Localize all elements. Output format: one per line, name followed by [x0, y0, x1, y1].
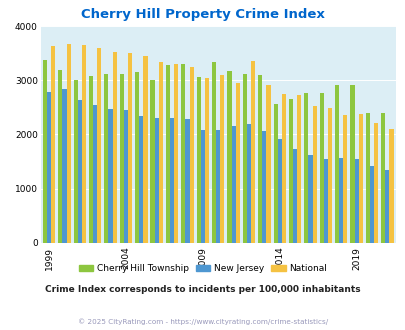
- Bar: [384, 170, 388, 243]
- Bar: [185, 119, 189, 243]
- Bar: [196, 77, 200, 243]
- Bar: [358, 114, 362, 243]
- Bar: [112, 52, 117, 243]
- Bar: [215, 130, 220, 243]
- Bar: [166, 65, 170, 243]
- Bar: [235, 82, 239, 243]
- Bar: [154, 118, 158, 243]
- Bar: [250, 61, 255, 243]
- Bar: [231, 126, 235, 243]
- Bar: [200, 130, 205, 243]
- Bar: [139, 115, 143, 243]
- Bar: [205, 78, 209, 243]
- Bar: [380, 114, 384, 243]
- Bar: [288, 99, 292, 243]
- Bar: [242, 75, 246, 243]
- Bar: [246, 124, 250, 243]
- Bar: [312, 106, 316, 243]
- Bar: [93, 105, 97, 243]
- Bar: [319, 93, 323, 243]
- Bar: [258, 75, 262, 243]
- Bar: [158, 62, 162, 243]
- Bar: [262, 131, 266, 243]
- Bar: [343, 115, 347, 243]
- Bar: [104, 75, 108, 243]
- Bar: [51, 47, 55, 243]
- Bar: [97, 48, 101, 243]
- Bar: [135, 72, 139, 243]
- Bar: [82, 45, 86, 243]
- Bar: [350, 85, 354, 243]
- Bar: [89, 76, 93, 243]
- Bar: [58, 70, 62, 243]
- Bar: [181, 64, 185, 243]
- Bar: [174, 64, 178, 243]
- Bar: [108, 109, 112, 243]
- Bar: [308, 155, 312, 243]
- Bar: [124, 110, 128, 243]
- Bar: [292, 149, 296, 243]
- Bar: [128, 53, 132, 243]
- Text: © 2025 CityRating.com - https://www.cityrating.com/crime-statistics/: © 2025 CityRating.com - https://www.city…: [78, 318, 327, 325]
- Bar: [303, 93, 308, 243]
- Text: Crime Index corresponds to incidents per 100,000 inhabitants: Crime Index corresponds to incidents per…: [45, 285, 360, 294]
- Bar: [281, 94, 285, 243]
- Bar: [266, 85, 270, 243]
- Bar: [220, 75, 224, 243]
- Bar: [373, 123, 377, 243]
- Bar: [323, 159, 327, 243]
- Bar: [66, 44, 70, 243]
- Bar: [150, 80, 154, 243]
- Bar: [354, 159, 358, 243]
- Bar: [273, 104, 277, 243]
- Bar: [227, 71, 231, 243]
- Bar: [170, 118, 174, 243]
- Bar: [62, 88, 66, 243]
- Bar: [369, 166, 373, 243]
- Bar: [47, 92, 51, 243]
- Bar: [77, 100, 82, 243]
- Bar: [73, 80, 77, 243]
- Bar: [143, 56, 147, 243]
- Legend: Cherry Hill Township, New Jersey, National: Cherry Hill Township, New Jersey, Nation…: [75, 260, 330, 277]
- Bar: [189, 67, 193, 243]
- Bar: [365, 114, 369, 243]
- Bar: [43, 60, 47, 243]
- Bar: [211, 61, 215, 243]
- Bar: [277, 139, 281, 243]
- Bar: [338, 158, 343, 243]
- Bar: [334, 85, 338, 243]
- Text: Cherry Hill Property Crime Index: Cherry Hill Property Crime Index: [81, 8, 324, 21]
- Bar: [296, 95, 301, 243]
- Bar: [388, 129, 393, 243]
- Bar: [327, 108, 331, 243]
- Bar: [119, 75, 124, 243]
